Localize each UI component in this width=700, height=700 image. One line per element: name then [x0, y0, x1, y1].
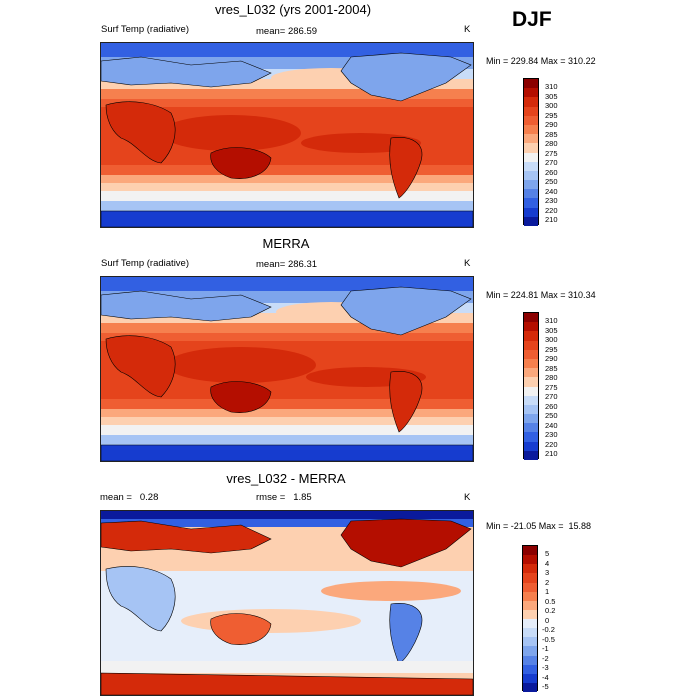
- colorbar-2-tick: 220: [545, 439, 558, 449]
- colorbar-3-tick: 2: [545, 577, 550, 587]
- panel-3-minmax: Min = -21.05 Max = 15.88: [486, 521, 592, 531]
- colorbar-3-tick: 0.5: [545, 596, 556, 606]
- panel-2-units-label: K: [464, 258, 471, 269]
- colorbar-3-tick: -1: [542, 644, 549, 653]
- panel-3-title: vres_L032 - MERRA: [226, 471, 346, 486]
- colorbar-3-tick: -0.5: [542, 634, 555, 644]
- panel-1-variable-label: Surf Temp (radiative): [101, 24, 189, 35]
- panel-1-colorbar: [523, 78, 539, 226]
- colorbar-2-tick: 295: [545, 344, 558, 354]
- colorbar-3-tick: -3: [542, 663, 549, 672]
- colorbar-1-tick: 295: [545, 110, 558, 120]
- panel-1-minmax: Min = 229.84 Max = 310.22: [486, 56, 596, 66]
- colorbar-1-tick: 250: [545, 177, 558, 186]
- panel-2-mean-label: mean= 286.31: [256, 259, 318, 270]
- colorbar-1-tick: 280: [545, 139, 558, 148]
- colorbar-2-tick: 210: [545, 449, 558, 458]
- colorbar-1-tick: 220: [545, 205, 558, 215]
- colorbar-3-tick: 0.2: [545, 606, 556, 615]
- panel-2-title: MERRA: [262, 236, 310, 251]
- panel-1-map: [100, 42, 474, 228]
- colorbar-3-tick: -4: [542, 672, 549, 682]
- colorbar-1-tick: 310: [545, 82, 558, 91]
- panel-3-units-label: K: [464, 492, 471, 503]
- colorbar-2-tick: 275: [545, 382, 558, 392]
- colorbar-2-tick: 260: [545, 401, 558, 411]
- colorbar-3-tick: 3: [545, 568, 550, 577]
- panel-3-mean-label: mean = 0.28: [100, 492, 159, 503]
- colorbar-3-tick: -0.2: [542, 625, 555, 634]
- panel-1-mean-label: mean= 286.59: [256, 26, 318, 37]
- colorbar-2-tick: 270: [545, 392, 558, 401]
- panel-2-variable-label: Surf Temp (radiative): [101, 258, 189, 269]
- colorbar-2-tick: 310: [545, 316, 558, 325]
- colorbar-3-tick: -5: [542, 682, 549, 691]
- colorbar-3-tick: 5: [545, 549, 550, 558]
- colorbar-3-tick: 0: [545, 615, 550, 625]
- colorbar-1-tick: 300: [545, 101, 558, 110]
- colorbar-1-tick: 260: [545, 167, 558, 177]
- colorbar-2-tick: 280: [545, 373, 558, 382]
- season-label: DJF: [512, 8, 552, 31]
- colorbar-1-tick: 270: [545, 158, 558, 167]
- colorbar-2-tick: 240: [545, 420, 558, 430]
- colorbar-3-tick: -2: [542, 653, 549, 663]
- panel-2-colorbar: [523, 312, 539, 460]
- colorbar-2-tick: 290: [545, 354, 558, 363]
- colorbar-1-tick: 290: [545, 120, 558, 129]
- panel-1-title: vres_L032 (yrs 2001-2004): [214, 2, 372, 17]
- panel-2-map: [100, 276, 474, 462]
- panel-2-minmax: Min = 224.81 Max = 310.34: [486, 290, 596, 300]
- colorbar-2-tick: 230: [545, 430, 558, 439]
- colorbar-1-tick: 230: [545, 196, 558, 205]
- colorbar-3-tick: 1: [545, 587, 550, 596]
- panel-3-map: [100, 510, 474, 696]
- colorbar-1-tick: 275: [545, 148, 558, 158]
- colorbar-1-tick: 285: [545, 129, 558, 139]
- colorbar-2-tick: 300: [545, 335, 558, 344]
- colorbar-1-tick: 240: [545, 186, 558, 196]
- colorbar-1-tick: 305: [545, 91, 558, 101]
- colorbar-1-tick: 210: [545, 215, 558, 224]
- colorbar-2-tick: 250: [545, 411, 558, 420]
- colorbar-2-tick: 305: [545, 325, 558, 335]
- colorbar-3-tick: 4: [545, 558, 550, 568]
- panel-3-colorbar: [522, 545, 538, 692]
- panel-3-rmse-label: rmse = 1.85: [256, 492, 312, 503]
- colorbar-2-tick: 285: [545, 363, 558, 373]
- panel-1-units-label: K: [464, 24, 471, 35]
